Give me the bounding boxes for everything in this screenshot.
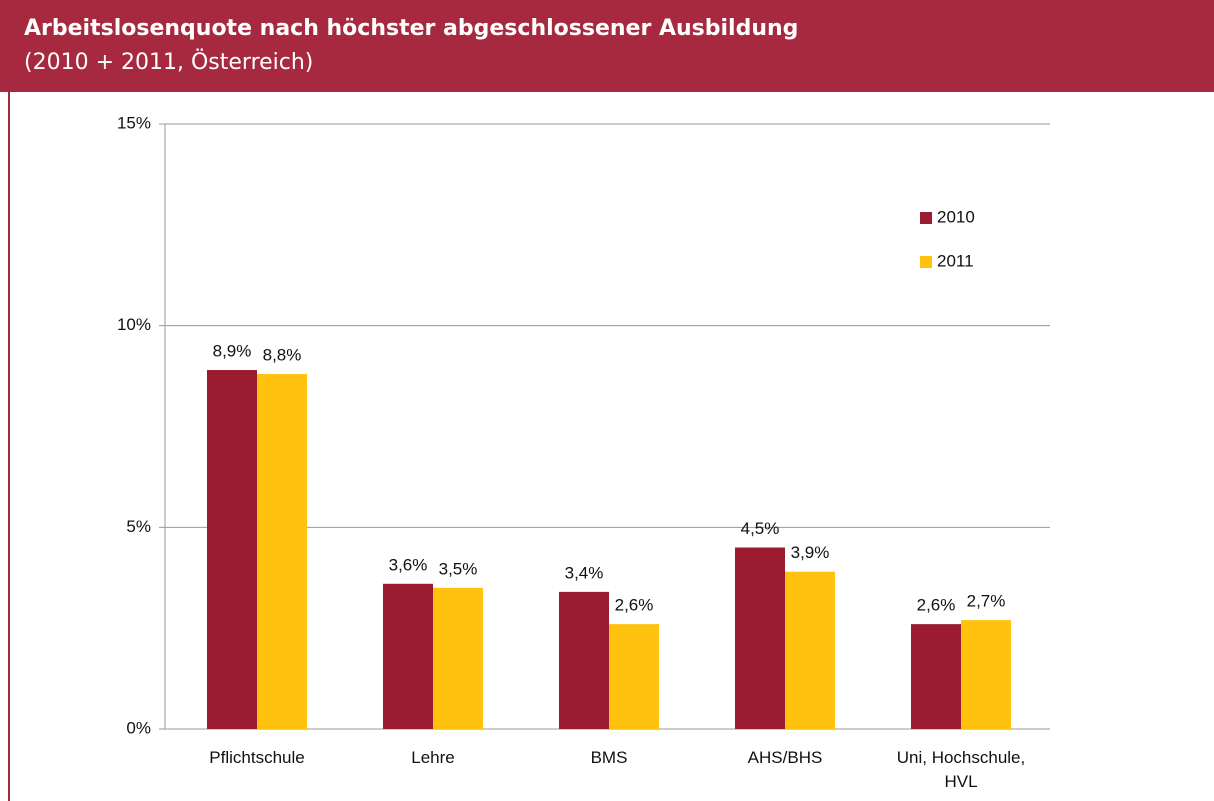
y-tick-label: 10% bbox=[117, 315, 151, 334]
y-tick-label: 0% bbox=[126, 718, 151, 737]
bar bbox=[785, 571, 835, 729]
value-label: 3,4% bbox=[565, 563, 604, 582]
legend-swatch bbox=[920, 256, 932, 268]
value-label: 3,5% bbox=[439, 559, 478, 578]
legend-label: 2011 bbox=[937, 251, 974, 270]
border bbox=[8, 92, 10, 801]
header: Arbeitslosenquote nach höchster abgeschl… bbox=[0, 0, 1214, 92]
bar bbox=[433, 587, 483, 729]
x-tick-label: AHS/BHS bbox=[747, 748, 823, 767]
x-tick-label: Lehre bbox=[411, 748, 455, 767]
bar bbox=[257, 374, 307, 729]
legend-swatch bbox=[920, 212, 932, 224]
value-label: 3,6% bbox=[389, 555, 428, 574]
title: Arbeitslosenquote nach höchster abgeschl… bbox=[24, 16, 799, 41]
value-label: 3,9% bbox=[791, 543, 830, 562]
x-tick-label: Uni, Hochschule, HVL bbox=[896, 748, 1026, 791]
value-label: 2,6% bbox=[615, 596, 654, 615]
bar bbox=[961, 620, 1011, 729]
x-tick-label: BMS bbox=[590, 748, 628, 767]
y-tick-label: 15% bbox=[117, 113, 151, 132]
bar bbox=[559, 591, 609, 729]
value-label: 4,5% bbox=[741, 519, 780, 538]
subtitle: (2010 + 2011, Österreich) bbox=[24, 50, 314, 75]
bar bbox=[383, 583, 433, 729]
bar bbox=[911, 624, 961, 729]
y-tick-label: 5% bbox=[126, 517, 151, 536]
bar bbox=[609, 624, 659, 729]
bar bbox=[735, 547, 785, 729]
value-label: 8,8% bbox=[263, 346, 302, 365]
value-label: 2,6% bbox=[917, 596, 956, 615]
legend-label: 2010 bbox=[937, 207, 975, 226]
value-label: 2,7% bbox=[967, 592, 1006, 611]
bar bbox=[207, 370, 257, 729]
value-label: 8,9% bbox=[213, 342, 252, 361]
x-tick-label: Pflichtschule bbox=[209, 748, 305, 767]
